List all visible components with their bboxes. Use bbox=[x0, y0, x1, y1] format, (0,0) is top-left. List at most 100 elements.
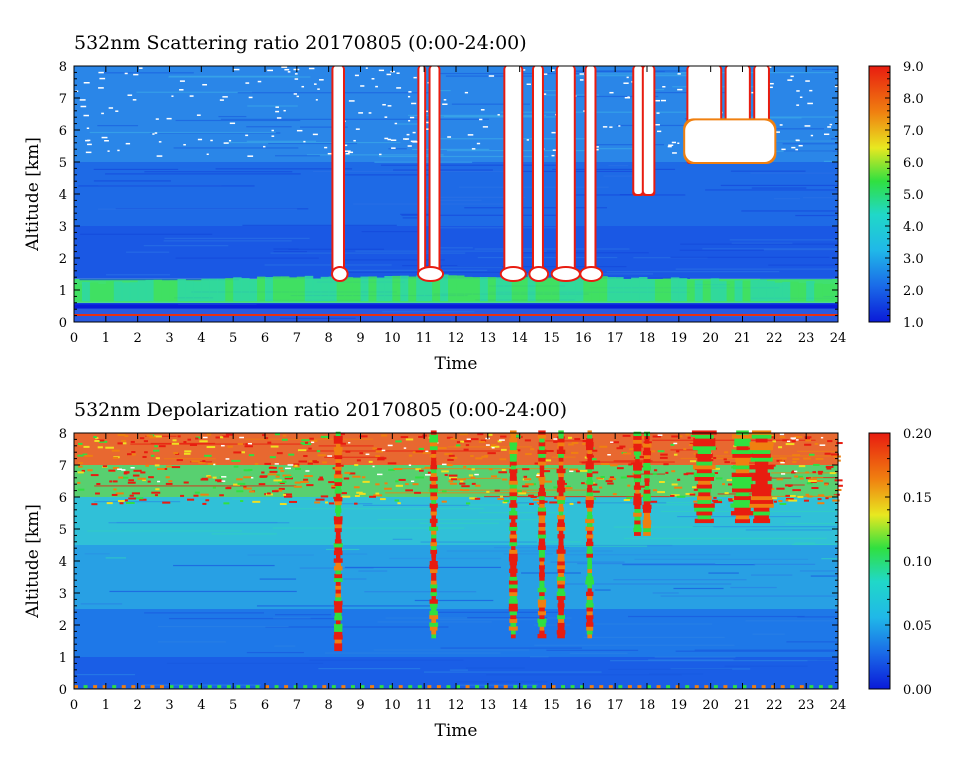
depol-texture bbox=[678, 435, 683, 438]
surface-dot bbox=[713, 685, 718, 689]
depol-saturation bbox=[274, 463, 279, 465]
noise-stripe bbox=[380, 164, 566, 166]
depol-texture bbox=[395, 440, 402, 443]
depol-texture bbox=[270, 445, 279, 448]
streak-cell bbox=[633, 435, 642, 440]
depol-texture bbox=[418, 435, 426, 438]
depol-texture bbox=[459, 480, 464, 483]
streak-cell bbox=[511, 507, 516, 512]
streak-cell bbox=[333, 435, 343, 440]
sparse-saturation bbox=[526, 139, 529, 141]
streak-cell bbox=[510, 434, 516, 439]
depol-texture bbox=[151, 491, 161, 494]
sparse-saturation bbox=[344, 150, 351, 152]
streak-cell bbox=[754, 514, 769, 520]
streak-cell bbox=[509, 461, 517, 466]
depol-texture bbox=[567, 436, 573, 439]
noise-stripe bbox=[389, 557, 502, 560]
y-tick-label: 5 bbox=[59, 523, 67, 538]
streak-cell bbox=[538, 545, 546, 550]
depol-texture bbox=[194, 491, 200, 494]
noise-stripe bbox=[105, 173, 301, 175]
streak-cell bbox=[334, 608, 343, 613]
surface-dot bbox=[723, 685, 728, 689]
streak-cell bbox=[556, 549, 566, 554]
fall-streak bbox=[749, 430, 774, 524]
noise-stripe bbox=[577, 563, 716, 565]
cloud-core bbox=[533, 66, 542, 274]
depol-texture bbox=[267, 473, 277, 476]
streak-cell bbox=[508, 557, 518, 562]
noise-stripe bbox=[692, 526, 838, 528]
noise-stripe bbox=[78, 185, 255, 187]
depol-saturation bbox=[305, 470, 310, 472]
streak-cell bbox=[558, 572, 564, 577]
streak-cell bbox=[335, 485, 341, 490]
depol-texture bbox=[608, 478, 616, 481]
depol-texture bbox=[356, 491, 363, 494]
streak-cell bbox=[431, 514, 437, 520]
depol-texture bbox=[792, 454, 801, 457]
depol-texture bbox=[817, 498, 822, 501]
depol-texture bbox=[814, 442, 819, 445]
depol-texture bbox=[474, 484, 481, 487]
depol-texture bbox=[77, 488, 85, 491]
streak-cell bbox=[509, 457, 517, 462]
boundary-layer bbox=[575, 275, 584, 302]
noise-stripe bbox=[93, 180, 171, 182]
noise-stripe bbox=[393, 169, 493, 171]
streak-cell bbox=[634, 508, 641, 513]
depol-texture bbox=[140, 471, 146, 474]
streak-cell bbox=[732, 488, 753, 493]
depol-texture bbox=[293, 485, 302, 488]
noise-stripe bbox=[680, 243, 838, 245]
streak-cell bbox=[633, 447, 642, 452]
depol-texture bbox=[779, 457, 787, 460]
noise-stripe bbox=[785, 523, 838, 525]
streak-cell bbox=[587, 511, 593, 516]
streak-cell bbox=[539, 503, 545, 508]
streak-cell bbox=[429, 441, 438, 447]
depol-texture bbox=[171, 442, 180, 445]
streak-cell bbox=[557, 553, 565, 558]
surface-dot bbox=[83, 685, 88, 689]
streak-cell bbox=[633, 485, 642, 490]
cloud-column bbox=[331, 66, 345, 276]
streak-cell bbox=[643, 462, 651, 467]
noise-stripe bbox=[265, 626, 449, 628]
cloud-base bbox=[579, 266, 604, 282]
depol-texture bbox=[622, 452, 632, 455]
depol-texture bbox=[121, 439, 127, 442]
streak-cell bbox=[634, 523, 641, 529]
streak-cell bbox=[634, 504, 641, 510]
noise-stripe bbox=[799, 570, 838, 572]
noise-stripe bbox=[588, 148, 638, 150]
x-tick-label: 4 bbox=[197, 698, 205, 713]
sparse-saturation bbox=[132, 99, 137, 101]
depol-texture bbox=[415, 450, 424, 453]
sparse-saturation bbox=[183, 143, 186, 146]
noise-stripe bbox=[443, 115, 537, 117]
streak-cell bbox=[694, 476, 715, 481]
streak-cell bbox=[587, 434, 593, 439]
noise-stripe bbox=[273, 248, 299, 250]
streak-cell bbox=[735, 468, 750, 474]
surface-dot bbox=[475, 685, 480, 689]
streak-cell bbox=[430, 584, 438, 589]
noise-stripe bbox=[652, 439, 816, 441]
depol-texture bbox=[233, 483, 240, 486]
streak-cell bbox=[558, 465, 564, 470]
depol-texture bbox=[581, 482, 585, 485]
sparse-saturation bbox=[387, 105, 392, 107]
depol-texture bbox=[353, 486, 360, 489]
sparse-saturation bbox=[85, 151, 92, 154]
depol-texture bbox=[502, 501, 508, 504]
noise-stripe bbox=[718, 315, 814, 317]
sparse-saturation bbox=[197, 138, 203, 141]
streak-cell bbox=[538, 541, 546, 547]
boundary-layer bbox=[304, 275, 314, 302]
noise-stripe bbox=[428, 489, 587, 491]
sparse-saturation bbox=[791, 146, 796, 149]
x-tick-label: 21 bbox=[734, 698, 751, 713]
depol-texture bbox=[259, 475, 265, 478]
